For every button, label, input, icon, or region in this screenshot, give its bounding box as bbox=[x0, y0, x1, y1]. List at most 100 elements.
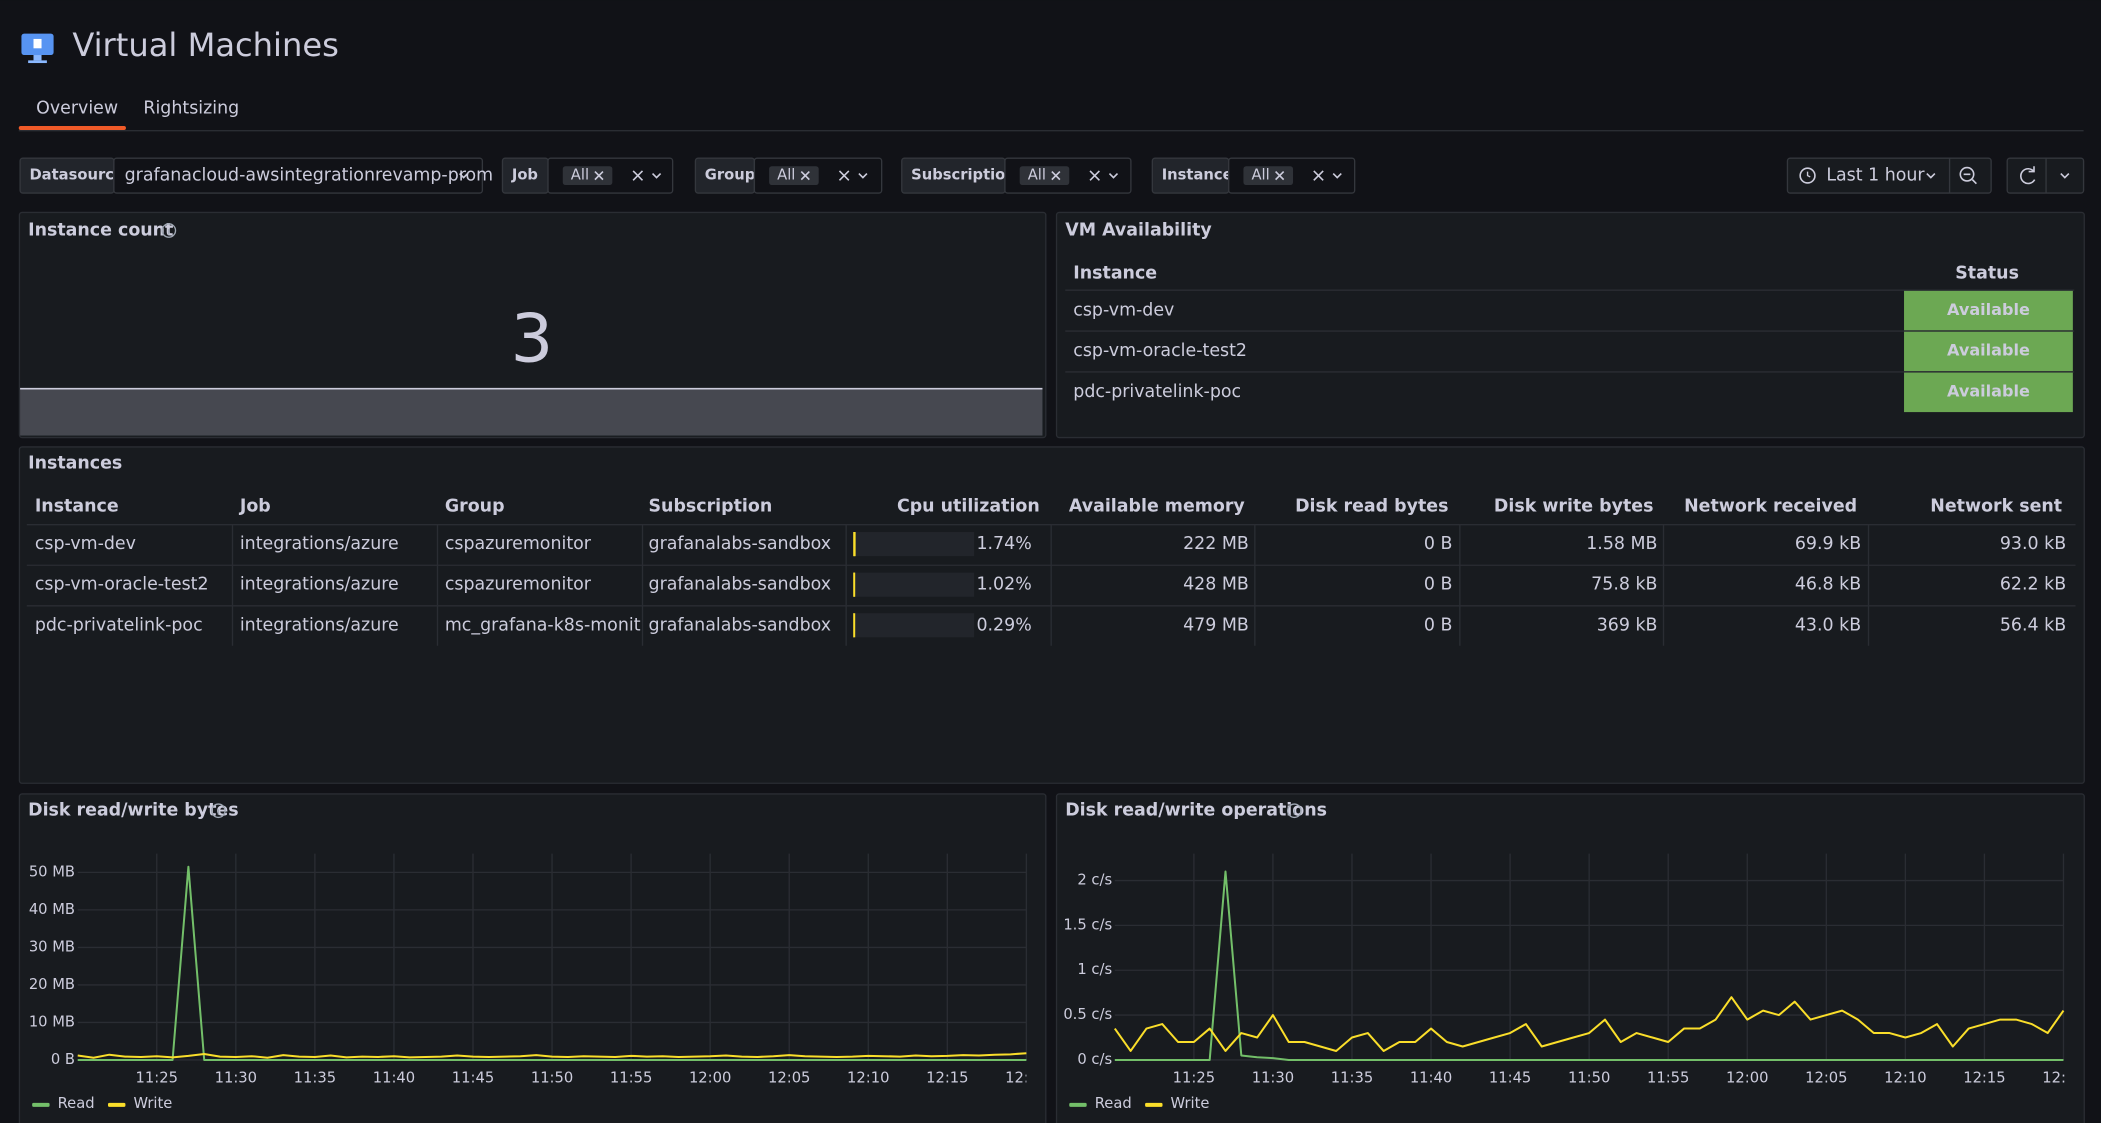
column-header: Status bbox=[1955, 263, 2019, 283]
chevron-icon bbox=[2060, 173, 2070, 179]
x-tick-label: 11:30 bbox=[1252, 1070, 1294, 1087]
instance-link[interactable]: pdc-privatelink-poc bbox=[1073, 382, 1241, 402]
legend-swatch bbox=[32, 1102, 50, 1107]
close-icon bbox=[1051, 171, 1061, 181]
zoom-out-icon[interactable] bbox=[1959, 166, 1975, 182]
x-tick-label: 11:25 bbox=[1173, 1070, 1215, 1087]
tab[interactable]: Overview bbox=[36, 99, 118, 119]
column-header: Group bbox=[445, 497, 505, 517]
filter-label: Group bbox=[705, 167, 755, 184]
status-cell bbox=[1904, 290, 2073, 331]
y-tick-label: 10 MB bbox=[29, 1013, 75, 1030]
chevron-icon bbox=[459, 173, 469, 179]
status-cell bbox=[1904, 372, 2073, 413]
filter-value-box[interactable] bbox=[113, 157, 484, 194]
column-header: Cpu utilization bbox=[897, 497, 1040, 517]
legend-label[interactable]: Write bbox=[1171, 1095, 1210, 1112]
instance-link[interactable]: csp-vm-dev bbox=[1073, 300, 1174, 320]
panel-title: VM Availability bbox=[1065, 221, 1212, 241]
cell-text: 479 MB bbox=[1183, 615, 1249, 635]
legend-swatch bbox=[1145, 1102, 1163, 1107]
cell-text: 1.58 MB bbox=[1586, 534, 1657, 554]
panel-title: Disk read/write bytes bbox=[28, 801, 238, 821]
filter-value[interactable]: All bbox=[1028, 167, 1046, 184]
cell-text: cspazuremonitor bbox=[445, 575, 592, 595]
filter-value[interactable]: All bbox=[571, 167, 589, 184]
info-icon bbox=[211, 803, 226, 819]
close-icon bbox=[632, 170, 644, 181]
instance-link[interactable]: csp-vm-oracle-test2 bbox=[1073, 341, 1247, 361]
x-tick-label: 12:10 bbox=[847, 1070, 889, 1087]
filter-value[interactable]: All bbox=[1251, 167, 1269, 184]
filter-value[interactable]: grafanacloud-awsintegrationrevamp-prom bbox=[125, 166, 494, 186]
panel bbox=[18, 211, 1047, 439]
status-cell bbox=[1904, 331, 2073, 372]
panel-title: Disk read/write operations bbox=[1065, 801, 1327, 821]
cell-text: 93.0 kB bbox=[2000, 534, 2066, 554]
gauge-track bbox=[853, 613, 975, 638]
close-icon bbox=[1275, 171, 1285, 181]
legend-label[interactable]: Read bbox=[1095, 1095, 1132, 1112]
x-tick-label: 11:40 bbox=[373, 1070, 415, 1087]
panel-title: Instance count bbox=[28, 221, 173, 241]
x-tick-label: 12:15 bbox=[926, 1070, 968, 1087]
column-header: Network received bbox=[1684, 497, 1857, 517]
instance-link[interactable]: csp-vm-dev bbox=[35, 534, 136, 554]
cell-text: 43.0 kB bbox=[1795, 615, 1861, 635]
y-tick-label: 40 MB bbox=[29, 901, 75, 918]
clock-icon bbox=[1799, 167, 1816, 184]
cell-text: 0 B bbox=[1424, 575, 1453, 595]
series-line bbox=[1114, 870, 2064, 1061]
filter-chip bbox=[562, 166, 613, 185]
x-tick-label: 11:50 bbox=[1568, 1070, 1610, 1087]
x-tick-label: 12:10 bbox=[1884, 1070, 1926, 1087]
x-tick-label: 12:00 bbox=[689, 1070, 731, 1087]
panel bbox=[1055, 793, 2085, 1123]
time-picker[interactable] bbox=[1786, 157, 1992, 194]
x-tick-label: 12:05 bbox=[768, 1070, 810, 1087]
cell-text: integrations/azure bbox=[240, 615, 399, 635]
series-line bbox=[1113, 996, 2065, 1052]
cell-text: 0 B bbox=[1424, 534, 1453, 554]
stat-value: 3 bbox=[511, 300, 554, 378]
x-tick-label: 11:55 bbox=[1647, 1070, 1689, 1087]
column-header: Subscription bbox=[649, 497, 773, 517]
legend-label[interactable]: Read bbox=[58, 1095, 95, 1112]
y-tick-label: 2 c/s bbox=[1077, 872, 1112, 889]
column-header: Network sent bbox=[1930, 497, 2062, 517]
cell-text: 1.74% bbox=[976, 534, 1031, 554]
x-tick-label: 11:45 bbox=[1489, 1070, 1531, 1087]
refresh-icon bbox=[2020, 166, 2036, 185]
close-icon bbox=[594, 171, 604, 181]
panel bbox=[18, 446, 2085, 784]
cell-text: 222 MB bbox=[1183, 534, 1249, 554]
cell-text: 428 MB bbox=[1183, 575, 1249, 595]
clock-icon bbox=[1806, 171, 1811, 178]
cell-text: grafanalabs-sandbox bbox=[649, 534, 832, 554]
x-tick-label: 11:40 bbox=[1410, 1070, 1452, 1087]
x-tick-label: 12:20 bbox=[2042, 1070, 2084, 1087]
gauge-track bbox=[853, 572, 975, 597]
chevron-icon bbox=[1108, 173, 1119, 179]
tab[interactable]: Rightsizing bbox=[143, 99, 239, 119]
filter-chip bbox=[1019, 166, 1070, 185]
column-header: Instance bbox=[35, 497, 119, 517]
close-icon bbox=[838, 170, 850, 181]
x-tick-label: 11:35 bbox=[294, 1070, 336, 1087]
time-picker-label[interactable]: Last 1 hour bbox=[1826, 166, 1925, 186]
cell-text: 0.29% bbox=[976, 615, 1031, 635]
instance-link[interactable]: pdc-privatelink-poc bbox=[35, 615, 203, 635]
y-tick-label: 30 MB bbox=[29, 938, 75, 955]
x-tick-label: 11:30 bbox=[215, 1070, 257, 1087]
instance-link[interactable]: csp-vm-oracle-test2 bbox=[35, 575, 209, 595]
legend-label[interactable]: Write bbox=[133, 1095, 172, 1112]
y-tick-label: 50 MB bbox=[29, 863, 75, 880]
cell-text: 1.02% bbox=[976, 575, 1031, 595]
cell-text: 62.2 kB bbox=[2000, 575, 2066, 595]
cell-text: integrations/azure bbox=[240, 534, 399, 554]
y-tick-label: 1.5 c/s bbox=[1063, 916, 1112, 933]
cell-text: cspazuremonitor bbox=[445, 534, 592, 554]
filter-value[interactable]: All bbox=[777, 167, 795, 184]
